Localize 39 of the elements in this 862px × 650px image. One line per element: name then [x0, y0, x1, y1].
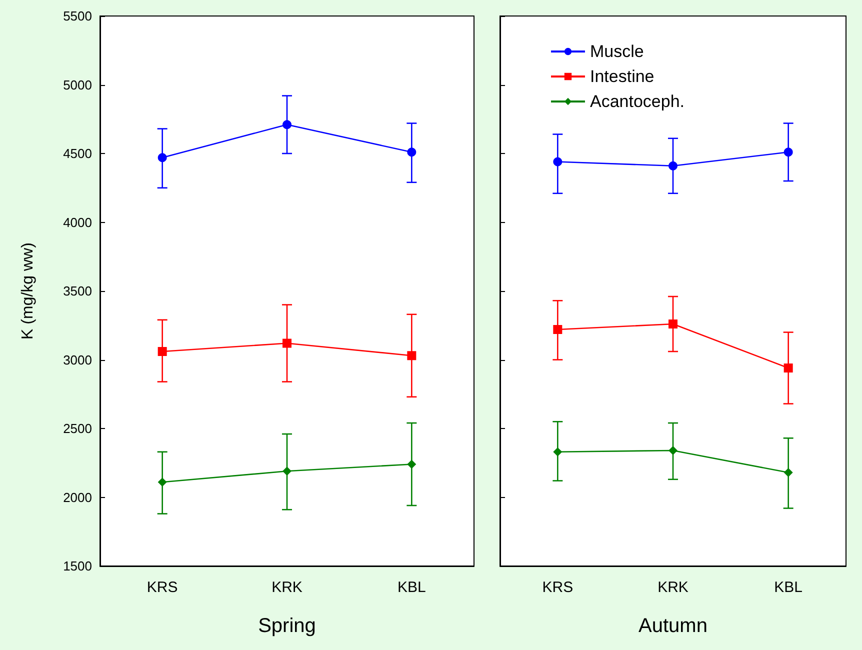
- point: [407, 148, 416, 157]
- x-tick-label: KRK: [658, 579, 688, 596]
- legend-label: Acantoceph.: [590, 92, 685, 111]
- x-tick-label: KBL: [397, 579, 426, 596]
- y-tick-label: 3000: [63, 352, 92, 368]
- point: [158, 347, 167, 356]
- x-tick-label: KRK: [272, 579, 302, 596]
- point: [282, 120, 292, 130]
- y-tick-label: 2500: [63, 421, 92, 436]
- y-tick-label: 4500: [63, 146, 92, 161]
- point: [668, 446, 678, 455]
- x-axis-title: Spring: [258, 615, 316, 637]
- point: [784, 148, 793, 157]
- point: [158, 478, 167, 487]
- y-tick-label: 5000: [63, 77, 92, 92]
- y-tick-label: 5500: [63, 8, 92, 24]
- y-tick-label: 4000: [63, 214, 92, 230]
- point: [282, 466, 292, 476]
- legend-label: Intestine: [590, 67, 654, 86]
- x-tick-label: KRS: [146, 579, 178, 596]
- point: [553, 157, 562, 166]
- point: [784, 364, 793, 372]
- point: [282, 338, 292, 348]
- point: [553, 447, 562, 456]
- x-axis-title: Autumn: [638, 615, 708, 637]
- y-axis-title: K (mg/kg ww): [20, 242, 36, 340]
- point: [407, 351, 416, 360]
- y-tick-label: 2000: [63, 490, 92, 505]
- point: [407, 460, 416, 469]
- point: [668, 161, 678, 170]
- point: [158, 153, 167, 162]
- x-tick-label: KBL: [774, 579, 803, 596]
- y-tick-label: 3500: [63, 284, 92, 298]
- point: [553, 325, 562, 334]
- x-tick-label: KRS: [542, 579, 574, 596]
- point: [668, 320, 678, 328]
- y-tick-label: 1500: [63, 558, 92, 574]
- point: [784, 468, 793, 477]
- legend-label: Muscle: [590, 42, 644, 61]
